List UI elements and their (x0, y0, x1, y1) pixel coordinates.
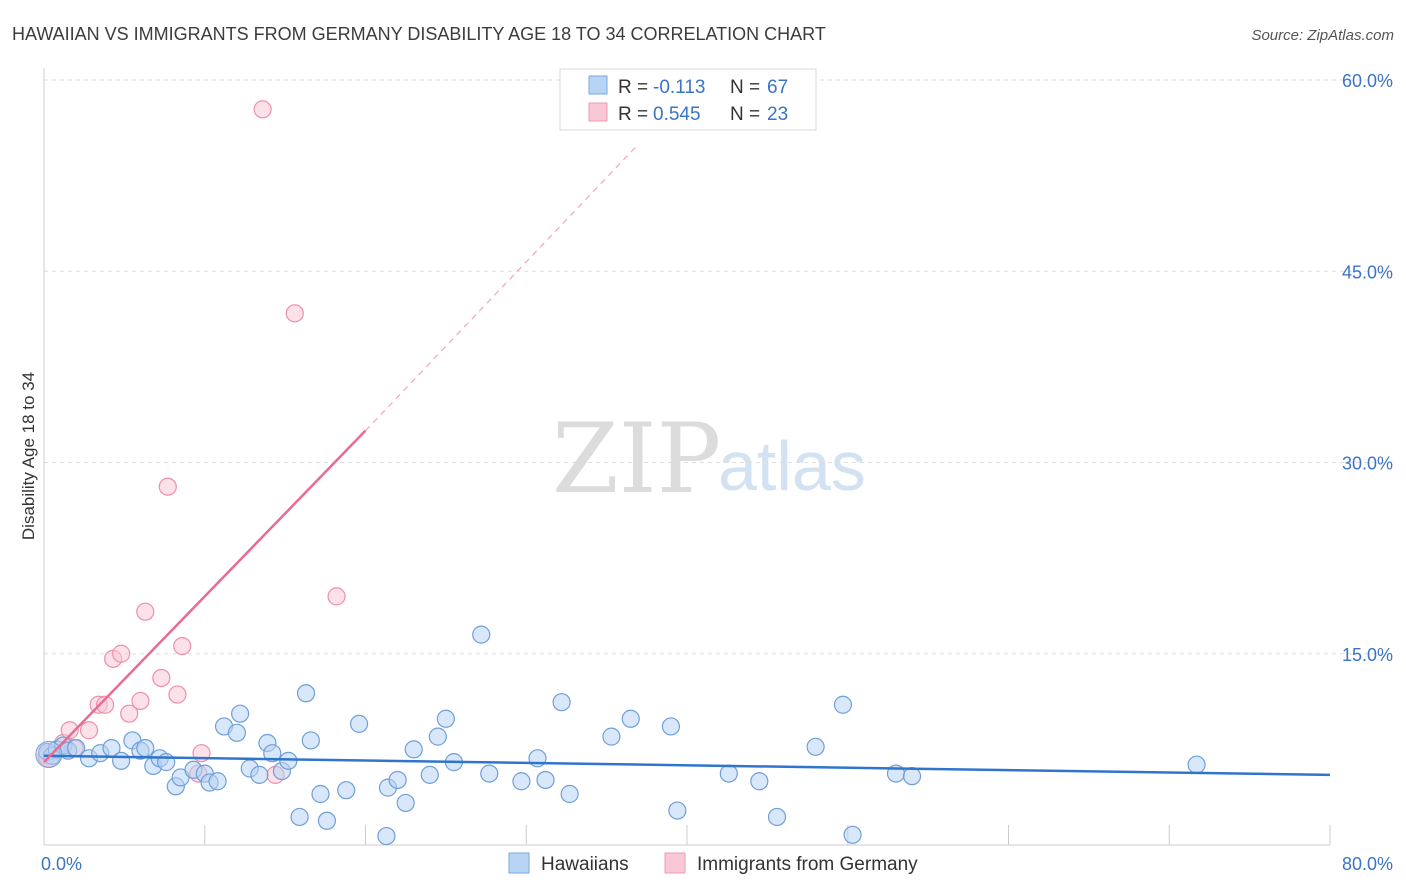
hawaiian-point-61 (833, 695, 853, 714)
hawaiian-point-43 (428, 727, 447, 746)
hawaiian-point-50 (536, 770, 555, 790)
hawaiian-point-42 (420, 765, 439, 784)
germany-point-3 (60, 721, 79, 740)
hawaiian-point-12 (136, 738, 155, 758)
hawaiian-point-51 (552, 693, 571, 712)
germany-point-10 (120, 704, 139, 723)
x-tick-label-0: 0.0% (41, 854, 82, 874)
hawaiian-point-21 (208, 772, 227, 791)
chart-title: HAWAIIAN VS IMMIGRANTS FROM GERMANY DISA… (12, 24, 826, 44)
y-tick-label-2: 45.0% (1342, 262, 1393, 282)
x-axis-tick-labels: 0.0% 80.0% (41, 854, 1393, 874)
hawaiian-point-15 (157, 753, 176, 772)
legend-r-label-germany: R = (618, 104, 648, 125)
legend-swatch-germany (588, 102, 608, 122)
hawaiian-points (35, 625, 1206, 846)
hawaiian-point-57 (719, 764, 738, 783)
germany-point-16 (173, 636, 192, 656)
hawaiian-point-46 (472, 625, 491, 644)
hawaiian-point-48 (512, 772, 531, 791)
germany-point-11 (131, 691, 150, 711)
hawaiian-point-26 (250, 765, 269, 784)
legend-r-value-hawaiians: -0.113 (653, 77, 705, 98)
hawaiian-point-31 (290, 807, 309, 827)
watermark: ZIP atlas (552, 403, 866, 515)
hawaiian-trend-line (43, 754, 1331, 777)
hawaiian-point-59 (767, 807, 787, 827)
series-legend: Hawaiians Immigrants from Germany (508, 852, 918, 875)
hawaiian-point-9 (112, 751, 131, 770)
germany-point-22 (327, 587, 346, 606)
gridlines (44, 79, 1392, 655)
hawaiian-point-33 (301, 731, 320, 750)
germany-point-13 (152, 668, 171, 688)
stats-legend: R = -0.113 N = 67 R = 0.545 N = 23 (559, 68, 817, 131)
legend-swatch-hawaiians (588, 75, 608, 95)
series-legend-label-hawaiians: Hawaiians (541, 854, 629, 875)
hawaiian-point-62 (843, 825, 862, 844)
hawaiian-point-32 (296, 684, 316, 703)
hawaiian-cluster-point (35, 740, 63, 768)
hawaiian-point-30 (279, 751, 298, 770)
hawaiian-point-58 (750, 772, 769, 791)
legend-r-value-germany: 0.545 (653, 104, 701, 125)
hawaiian-point-37 (349, 714, 369, 733)
hawaiian-point-65 (1187, 755, 1206, 774)
hawaiian-point-44 (436, 709, 455, 728)
germany-trend-extension (365, 143, 640, 432)
hawaiian-point-60 (806, 737, 825, 756)
hawaiian-point-35 (317, 811, 337, 830)
hawaiian-point-39 (388, 770, 407, 790)
legend-n-value-hawaiians: 67 (767, 77, 788, 98)
y-tick-label-3: 60.0% (1342, 71, 1393, 91)
germany-point-7 (95, 695, 115, 714)
germany-point-14 (158, 477, 177, 496)
legend-r-label-hawaiians: R = (618, 77, 648, 98)
series-legend-label-germany: Immigrants from Germany (697, 854, 918, 875)
chart-source: Source: ZipAtlas.com (1251, 27, 1394, 44)
hawaiian-point-36 (337, 781, 356, 800)
legend-n-label-hawaiians: N = (730, 77, 760, 98)
y-axis-tick-labels: 15.0% 30.0% 45.0% 60.0% (1342, 71, 1393, 665)
hawaiian-point-34 (311, 784, 330, 804)
germany-point-12 (136, 602, 155, 621)
hawaiian-point-41 (404, 740, 423, 759)
hawaiian-point-24 (231, 704, 250, 723)
series-legend-swatch-hawaiians (508, 852, 530, 874)
hawaiian-point-64 (902, 767, 922, 786)
germany-point-5 (79, 721, 99, 740)
hawaiian-point-52 (560, 784, 579, 804)
y-axis-label: Disability Age 18 to 34 (19, 372, 38, 540)
watermark-zip: ZIP (552, 403, 721, 515)
y-tick-label-1: 30.0% (1342, 454, 1393, 474)
hawaiian-point-28 (263, 744, 282, 763)
germany-point-9 (112, 644, 131, 663)
hawaiian-point-47 (480, 764, 499, 783)
germany-point-19 (253, 100, 272, 119)
germany-point-15 (168, 685, 187, 704)
hawaiian-point-56 (668, 801, 687, 820)
germany-trend-line (43, 429, 367, 763)
hawaiian-point-23 (227, 723, 246, 742)
x-tick-label-1: 80.0% (1342, 854, 1393, 874)
hawaiian-point-55 (661, 717, 681, 736)
watermark-atlas: atlas (718, 427, 866, 505)
trend-lines (43, 143, 1331, 777)
hawaiian-point-53 (602, 727, 621, 746)
hawaiian-point-66 (377, 826, 396, 846)
germany-points (37, 100, 346, 784)
hawaiian-point-54 (621, 709, 640, 728)
hawaiian-point-40 (396, 793, 415, 813)
x-axis-ticks (204, 825, 1331, 845)
legend-n-label-germany: N = (730, 104, 760, 125)
y-tick-label-0: 15.0% (1342, 645, 1393, 665)
series-legend-swatch-germany (664, 852, 686, 874)
germany-point-21 (285, 304, 304, 323)
legend-n-value-germany: 23 (767, 104, 788, 125)
